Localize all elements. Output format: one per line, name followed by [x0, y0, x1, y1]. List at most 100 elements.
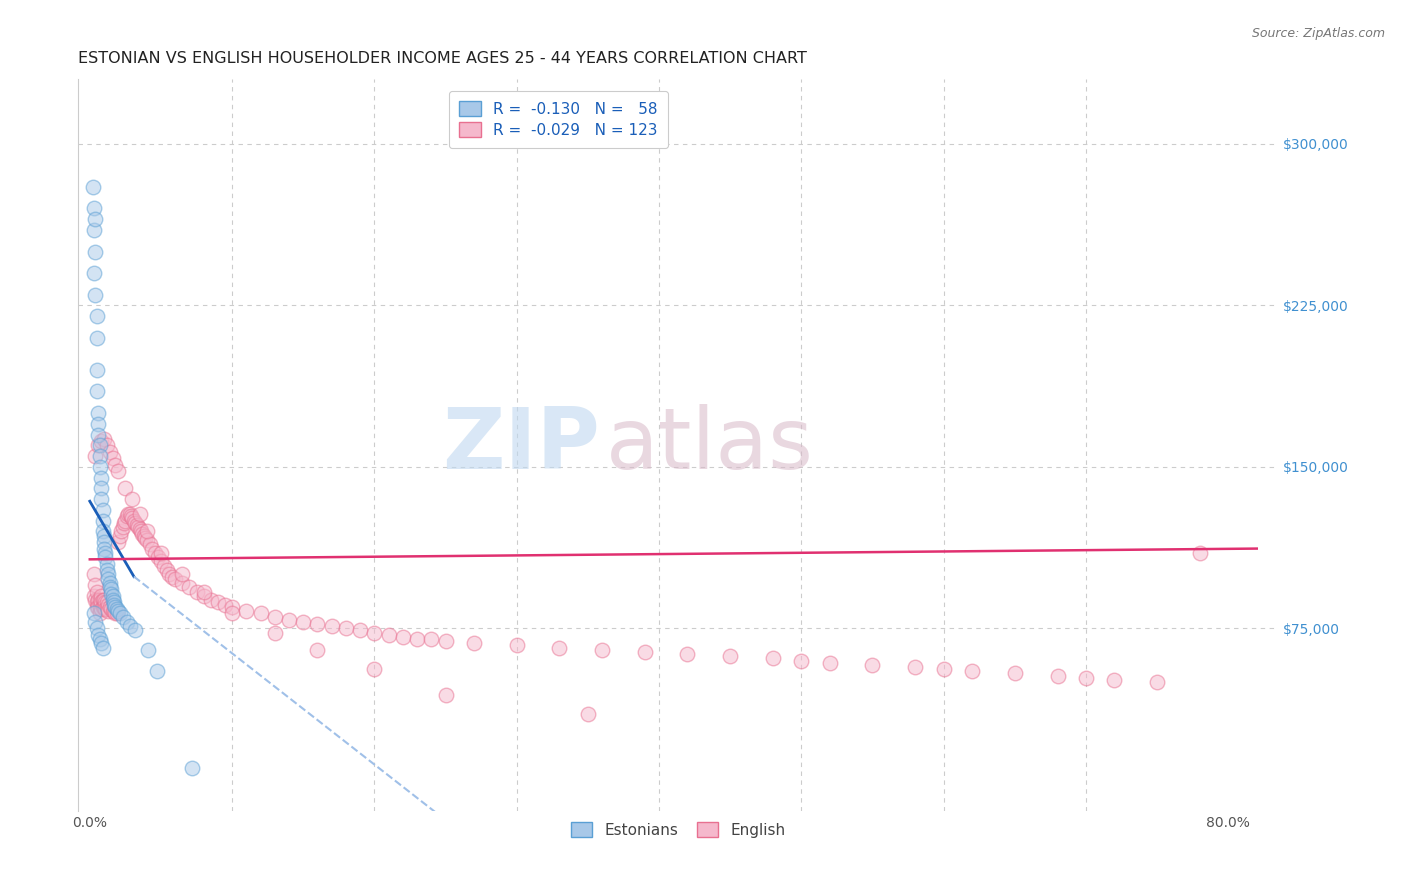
Point [90, 589, 112, 603]
Point [349, 624, 371, 638]
Point [101, 593, 124, 607]
Point [107, 535, 129, 549]
Text: atlas: atlas [606, 404, 814, 487]
Point [1074, 671, 1097, 685]
Text: ZIP: ZIP [443, 404, 600, 487]
Point [135, 524, 157, 539]
Point [127, 520, 149, 534]
Point [91, 640, 114, 655]
Point [91, 599, 114, 614]
Point [420, 632, 443, 646]
Point [200, 593, 222, 607]
Point [108, 529, 131, 543]
Point [128, 507, 150, 521]
Point [84, 593, 107, 607]
Point [129, 524, 152, 539]
Point [818, 656, 841, 670]
Point [89, 593, 111, 607]
Point [263, 610, 285, 624]
Point [108, 606, 131, 620]
Point [179, 580, 201, 594]
Point [98, 444, 121, 458]
Point [86, 384, 108, 399]
Point [97, 604, 120, 618]
Point [90, 602, 112, 616]
Legend: Estonians, English: Estonians, English [565, 816, 792, 844]
Point [165, 572, 187, 586]
Point [862, 657, 884, 672]
Point [1188, 546, 1211, 560]
Point [181, 761, 204, 775]
Point [87, 417, 110, 431]
Point [321, 619, 343, 633]
Point [132, 529, 155, 543]
Point [114, 514, 136, 528]
Point [249, 606, 271, 620]
Point [89, 438, 111, 452]
Point [83, 589, 105, 603]
Point [98, 599, 121, 614]
Point [406, 632, 429, 646]
Point [87, 406, 110, 420]
Point [121, 492, 143, 507]
Point [90, 470, 112, 484]
Point [94, 550, 117, 565]
Point [103, 595, 125, 609]
Point [335, 621, 357, 635]
Point [90, 595, 112, 609]
Point [121, 511, 143, 525]
Point [118, 619, 141, 633]
Point [235, 604, 257, 618]
Point [91, 503, 114, 517]
Point [143, 546, 166, 560]
Point [82, 180, 104, 194]
Point [193, 584, 215, 599]
Point [105, 606, 128, 620]
Point [149, 546, 172, 560]
Point [156, 563, 179, 577]
Point [576, 707, 599, 722]
Point [1046, 668, 1069, 682]
Point [110, 524, 132, 539]
Point [221, 606, 243, 620]
Point [84, 578, 107, 592]
Point [112, 516, 135, 530]
Point [89, 459, 111, 474]
Point [93, 535, 115, 549]
Point [100, 582, 122, 597]
Point [103, 604, 125, 618]
Point [87, 593, 110, 607]
Point [152, 558, 174, 573]
Point [86, 363, 108, 377]
Point [90, 481, 112, 495]
Point [96, 595, 118, 609]
Point [100, 602, 122, 616]
Point [292, 615, 315, 629]
Point [84, 287, 107, 301]
Point [122, 514, 145, 528]
Point [91, 524, 114, 539]
Point [131, 526, 153, 541]
Point [1104, 673, 1126, 687]
Point [146, 550, 169, 565]
Point [93, 593, 115, 607]
Point [278, 613, 301, 627]
Point [114, 481, 136, 495]
Point [434, 634, 457, 648]
Point [97, 572, 120, 586]
Point [193, 589, 215, 603]
Point [107, 604, 129, 618]
Point [124, 624, 146, 638]
Point [94, 546, 117, 560]
Point [91, 593, 114, 607]
Point [307, 616, 329, 631]
Point [101, 451, 124, 466]
Point [89, 606, 111, 620]
Point [124, 516, 146, 530]
Point [89, 449, 111, 463]
Point [84, 244, 107, 259]
Point [111, 520, 134, 534]
Point [87, 599, 110, 614]
Point [118, 507, 141, 521]
Point [115, 615, 138, 629]
